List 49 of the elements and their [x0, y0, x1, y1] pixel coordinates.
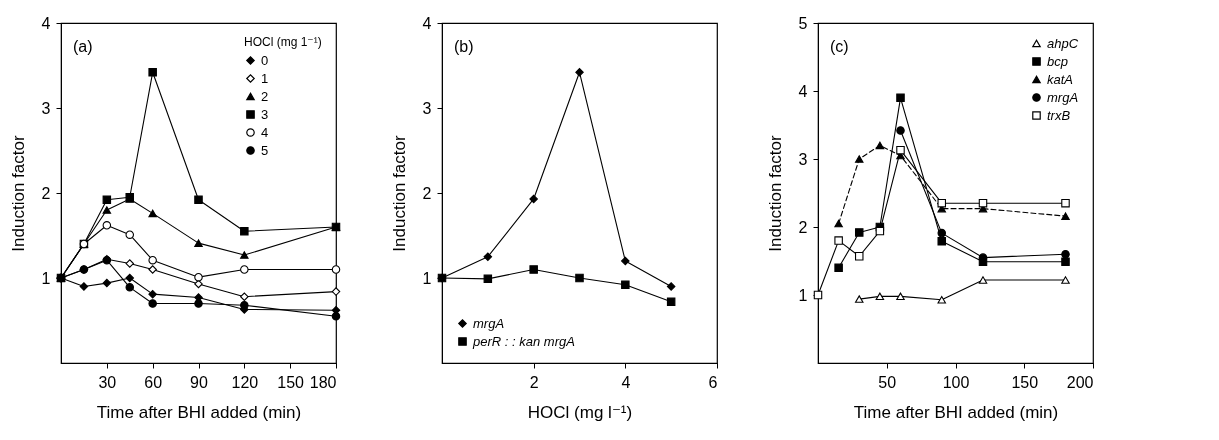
x-tick-label: 100 — [942, 373, 970, 391]
legend-title: HOCl (mg 1⁻¹) — [244, 35, 322, 49]
y-tick-label: 4 — [798, 82, 808, 100]
annotation: (a) — [73, 38, 93, 55]
y-tick-label: 4 — [422, 14, 432, 32]
legend-label: 4 — [261, 124, 269, 140]
y-axis-title: Induction factor — [389, 135, 409, 252]
y-tick-label: 3 — [422, 99, 432, 117]
x-tick-label: 30 — [98, 373, 117, 391]
x-axis-title: Time after BHI added (min) — [96, 402, 302, 422]
x-axis-title: Time after BHI added (min) — [853, 402, 1059, 422]
x-tick-label: 200 — [1066, 373, 1094, 391]
x-tick-label: 150 — [277, 373, 305, 391]
y-tick-label: 2 — [798, 218, 808, 236]
legend-label: mrgA — [473, 315, 505, 331]
x-tick-label: 50 — [878, 373, 897, 391]
x-tick-label: 6 — [708, 373, 718, 391]
y-tick-label: 3 — [798, 150, 808, 168]
x-axis-title: HOCl (mg l⁻¹) — [527, 402, 633, 422]
x-tick-label: 60 — [144, 373, 163, 391]
y-tick-label: 5 — [798, 14, 808, 32]
y-tick-label: 1 — [41, 269, 51, 287]
legend-label: perR : : kan mrgA — [472, 333, 575, 349]
legend-label: 2 — [261, 88, 269, 104]
x-tick-label: 2 — [529, 373, 539, 391]
y-tick-label: 4 — [41, 14, 51, 32]
x-tick-label: 150 — [1011, 373, 1039, 391]
y-tick-label: 2 — [422, 184, 432, 202]
legend-label: bcp — [1047, 53, 1068, 69]
y-axis-title: Induction factor — [765, 135, 785, 252]
legend-label: 3 — [261, 106, 269, 122]
legend-label: trxB — [1047, 107, 1071, 123]
legend-label: mrgA — [1047, 89, 1079, 105]
legend-label: katA — [1047, 71, 1074, 87]
annotation: (c) — [830, 38, 849, 55]
y-tick-label: 2 — [41, 184, 51, 202]
annotation: (b) — [454, 38, 474, 55]
x-tick-label: 90 — [190, 373, 208, 391]
y-tick-label: 3 — [41, 99, 51, 117]
x-tick-label: 4 — [621, 373, 631, 391]
legend-label: ahpC — [1047, 35, 1079, 51]
y-axis-title: Induction factor — [8, 135, 28, 252]
legend-label: 5 — [261, 142, 269, 158]
y-tick-label: 1 — [422, 269, 432, 287]
x-tick-label: 180 — [309, 373, 337, 391]
x-tick-label: 120 — [231, 373, 259, 391]
legend-label: 0 — [261, 52, 269, 68]
legend-label: 1 — [261, 70, 269, 86]
y-tick-label: 1 — [798, 286, 808, 304]
